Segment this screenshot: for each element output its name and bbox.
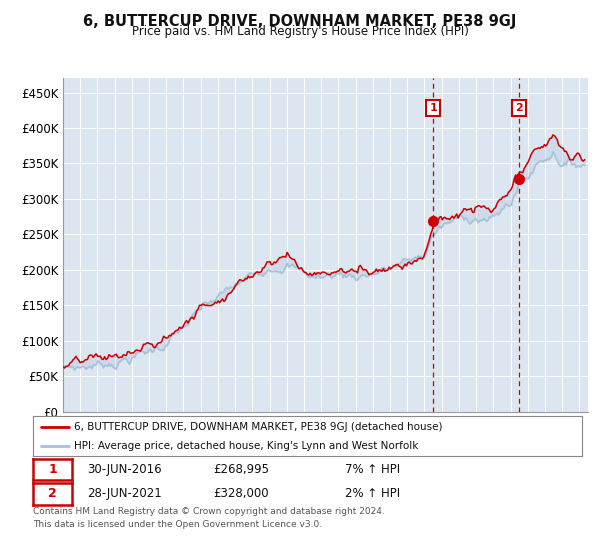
Text: 7% ↑ HPI: 7% ↑ HPI [345, 463, 400, 477]
Text: 2: 2 [48, 487, 57, 501]
Text: 6, BUTTERCUP DRIVE, DOWNHAM MARKET, PE38 9GJ (detached house): 6, BUTTERCUP DRIVE, DOWNHAM MARKET, PE38… [74, 422, 443, 432]
Text: 28-JUN-2021: 28-JUN-2021 [87, 487, 162, 501]
Text: 30-JUN-2016: 30-JUN-2016 [87, 463, 161, 477]
Text: 2: 2 [515, 103, 523, 113]
Text: Price paid vs. HM Land Registry's House Price Index (HPI): Price paid vs. HM Land Registry's House … [131, 25, 469, 38]
Text: 2% ↑ HPI: 2% ↑ HPI [345, 487, 400, 501]
Text: Contains HM Land Registry data © Crown copyright and database right 2024.
This d: Contains HM Land Registry data © Crown c… [33, 507, 385, 529]
Text: HPI: Average price, detached house, King's Lynn and West Norfolk: HPI: Average price, detached house, King… [74, 441, 419, 451]
Text: 1: 1 [48, 463, 57, 477]
Text: £328,000: £328,000 [213, 487, 269, 501]
Text: £268,995: £268,995 [213, 463, 269, 477]
Text: 6, BUTTERCUP DRIVE, DOWNHAM MARKET, PE38 9GJ: 6, BUTTERCUP DRIVE, DOWNHAM MARKET, PE38… [83, 14, 517, 29]
Text: 1: 1 [429, 103, 437, 113]
